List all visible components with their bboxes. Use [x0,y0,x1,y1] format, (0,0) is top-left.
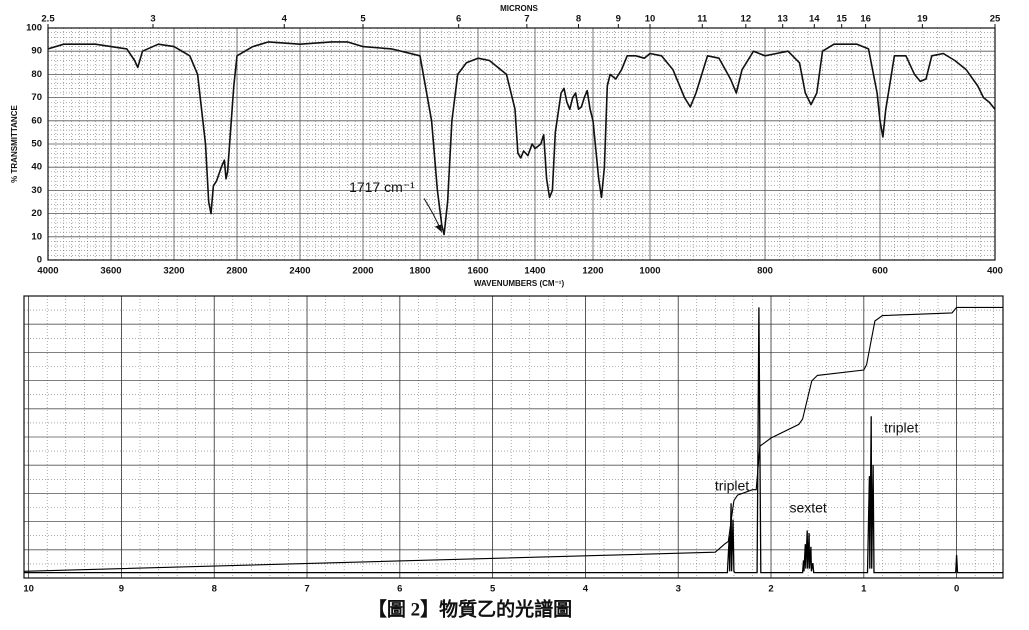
y-tick-label: 90 [31,46,42,57]
x-tick-label: 8 [212,584,217,595]
micron-tick-label: 13 [777,14,788,25]
x-tick-label: 9 [119,584,124,595]
annotation: triplet [715,478,749,494]
annotation: triplet [884,420,918,436]
micron-tick-label: 9 [616,14,621,25]
micron-tick-label: 2.5 [41,14,55,25]
y-tick-label: 70 [31,92,42,103]
micron-tick-label: 5 [360,14,366,25]
x-tick-label: 800 [757,266,773,277]
spectrum-line [47,41,996,236]
x-tick-label: 4 [583,584,589,595]
x-tick-label: 1000 [639,266,660,277]
x-tick-label: 3600 [100,266,121,277]
x-tick-label: 0 [954,584,959,595]
micron-tick-label: 4 [282,14,288,25]
x-tick-label: 3200 [163,266,184,277]
micron-tick-label: 25 [990,14,1001,25]
x-tick-label: 1800 [409,266,430,277]
x-tick-label: 2400 [289,266,310,277]
micron-axis-label: MICRONS [500,4,538,13]
y-tick-label: 20 [31,208,42,219]
x-tick-label: 2800 [226,266,247,277]
x-tick-label: 1200 [582,266,603,277]
x-tick-label: 3 [676,584,681,595]
y-tick-label: 60 [31,115,42,126]
micron-tick-label: 16 [860,14,871,25]
x-tick-label: 1600 [467,266,488,277]
micron-tick-label: 14 [809,14,820,25]
x-tick-label: 1400 [524,266,545,277]
annotation: sextet [789,500,826,516]
x-tick-label: 10 [23,584,34,595]
x-tick-label: 4000 [37,266,58,277]
y-tick-label: 10 [31,231,42,242]
plot-frame [23,295,1004,579]
micron-tick-label: 19 [917,14,928,25]
x-tick-label: 600 [872,266,888,277]
micron-tick-label: 6 [456,14,461,25]
x-tick-label: 2 [768,584,773,595]
micron-tick-label: 12 [741,14,752,25]
x-tick-label: 400 [987,266,1003,277]
x-tick-label: 7 [304,584,309,595]
y-axis-label: % TRANSMITTANCE [10,105,19,183]
x-tick-label: 6 [397,584,402,595]
x-axis-label: WAVENUMBERS (CM⁻¹) [474,279,565,288]
y-tick-label: 0 [37,255,42,266]
caption: 【圖 2】物質乙的光譜圖 [368,597,572,620]
y-tick-label: 30 [31,185,42,196]
annotation: 1717 cm⁻¹ [349,179,415,195]
y-tick-label: 100 [26,23,42,34]
y-tick-label: 80 [31,69,42,80]
plot-frame [47,27,996,261]
arrow-head [435,224,443,233]
micron-tick-label: 11 [697,14,708,25]
micron-tick-label: 7 [524,14,529,25]
y-tick-label: 40 [31,162,42,173]
micron-tick-label: 8 [576,14,581,25]
spectrum-line [24,307,1003,574]
micron-tick-label: 3 [150,14,155,25]
micron-tick-label: 10 [645,14,656,25]
x-tick-label: 1 [861,584,867,595]
y-tick-label: 50 [31,139,42,150]
micron-tick-label: 15 [836,14,847,25]
x-tick-label: 2000 [352,266,373,277]
x-tick-label: 5 [490,584,496,595]
